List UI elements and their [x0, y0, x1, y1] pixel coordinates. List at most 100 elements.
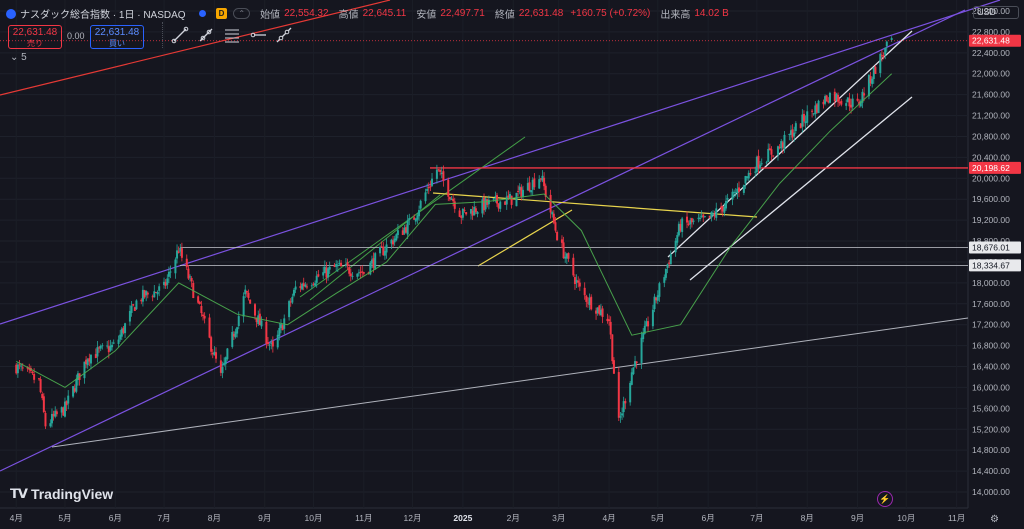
currency-selector[interactable]: USD	[973, 6, 1019, 19]
candle-body	[151, 296, 154, 298]
extended-line-tool-icon[interactable]	[273, 24, 295, 46]
candle-body	[658, 283, 661, 297]
candle-body	[668, 262, 671, 265]
candle-body	[664, 268, 667, 278]
candle-body	[327, 268, 330, 278]
candle-body	[140, 299, 143, 302]
x-tick-label: 9月	[851, 513, 864, 523]
chevron-down-icon: ⌄	[10, 52, 19, 63]
tv-logo-icon: 𝗧𝗩	[10, 486, 28, 501]
candle-body	[624, 401, 627, 404]
y-tick-label: 22,400.00	[972, 48, 1010, 58]
candle-body	[442, 171, 445, 181]
candle-body	[656, 295, 659, 301]
flash-icon[interactable]: ⚡	[877, 491, 893, 507]
candle-body	[674, 240, 677, 253]
candle-body	[845, 103, 848, 106]
symbol-title[interactable]: ナスダック総合指数 · 1日 · NASDAQ	[20, 10, 186, 21]
candle-body	[109, 345, 112, 351]
x-tick-label: 2月	[507, 513, 520, 523]
candle-body	[50, 413, 53, 424]
candle-body	[835, 93, 838, 101]
candle-body	[379, 247, 382, 254]
candle-body	[601, 308, 604, 317]
candle-body	[176, 250, 179, 259]
fib-tool-icon[interactable]	[221, 24, 243, 46]
candle-body	[578, 282, 581, 287]
candle-body	[679, 224, 682, 231]
candle-body	[460, 216, 463, 218]
candle-body	[497, 203, 500, 209]
tradingview-logo[interactable]: 𝗧𝗩 TradingView	[10, 486, 113, 502]
close-label: 終値	[494, 10, 515, 21]
candle-body	[499, 201, 502, 209]
candle-body	[606, 318, 609, 322]
candle-body	[846, 97, 849, 103]
candle-body	[189, 276, 192, 278]
candle-body	[440, 172, 443, 174]
candle-body	[16, 364, 19, 374]
buy-label: 買い	[109, 39, 125, 48]
candle-body	[15, 364, 18, 374]
candle-body	[517, 190, 520, 192]
candle-body	[856, 98, 859, 101]
candle-body	[281, 325, 284, 331]
gear-icon[interactable]: ⚙	[990, 514, 999, 525]
candle-body	[794, 123, 797, 132]
y-tick-label: 18,800.00	[972, 236, 1010, 246]
y-tick-label: 21,200.00	[972, 111, 1010, 121]
candle-body	[166, 278, 169, 285]
candle-body	[154, 292, 157, 294]
candle-body	[153, 291, 156, 298]
candle-body	[143, 290, 146, 298]
candle-body	[481, 199, 484, 214]
candle-body	[55, 411, 58, 415]
candle-body	[788, 134, 791, 136]
y-tick-label: 14,400.00	[972, 466, 1010, 476]
candle-body	[210, 337, 213, 352]
buy-button[interactable]: 22,631.48 買い	[90, 25, 144, 49]
sell-button[interactable]: 22,631.48 売り	[8, 25, 62, 49]
candle-body	[812, 113, 815, 115]
candle-body	[424, 192, 427, 202]
candle-body	[187, 268, 190, 279]
candle-body	[288, 301, 291, 318]
ray-tool-icon[interactable]	[195, 24, 217, 46]
indicators-count: 5	[21, 52, 27, 63]
indicators-toggle[interactable]: ⌄ 5	[10, 52, 27, 63]
candle-body	[132, 304, 135, 306]
candle-body	[21, 367, 24, 369]
candle-body	[325, 267, 328, 278]
candle-body	[733, 191, 736, 193]
candle-body	[859, 101, 862, 107]
candle-body	[715, 208, 718, 218]
low-value: 22,497.71	[440, 8, 485, 19]
candle-body	[322, 272, 325, 276]
candle-body	[198, 301, 201, 304]
x-tick-label: 12月	[404, 513, 422, 523]
candle-body	[215, 352, 218, 359]
eye-icon[interactable]: ⌃	[233, 8, 251, 19]
trend-line-tool-icon[interactable]	[169, 24, 191, 46]
candle-body	[737, 187, 740, 192]
candle-body	[726, 198, 729, 200]
candle-body	[89, 354, 92, 364]
candle-body	[643, 325, 646, 334]
sell-price: 22,631.48	[12, 27, 58, 38]
candle-body	[94, 354, 97, 359]
candle-body	[814, 105, 817, 115]
price-label-box	[969, 161, 1021, 174]
candle-body	[163, 281, 166, 286]
candle-body	[471, 210, 474, 216]
x-tick-label: 8月	[208, 513, 221, 523]
candle-body	[270, 342, 273, 344]
candle-body	[768, 148, 771, 151]
candle-body	[629, 382, 632, 403]
volume-value: 14.02 B	[694, 8, 729, 19]
candle-body	[783, 134, 786, 150]
candle-body	[279, 324, 282, 329]
candle-body	[419, 200, 422, 209]
horizontal-ray-tool-icon[interactable]	[247, 24, 269, 46]
candle-body	[723, 206, 726, 213]
